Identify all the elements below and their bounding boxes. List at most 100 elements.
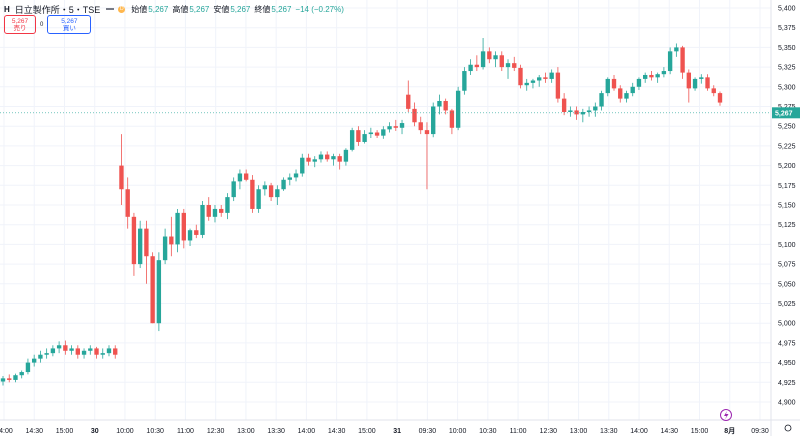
x-tick-label: 12:30 [540,428,558,435]
candle-body [399,123,405,128]
lightning-bolt-icon [724,411,729,420]
x-tick-label: 09:30 [419,428,437,435]
candle-body [75,348,80,355]
candle-body [212,208,218,217]
candle-body [169,236,174,245]
open-value: 5,267 [148,4,169,14]
candle-body [318,154,324,160]
x-tick-label: 10:30 [479,428,497,435]
candle-body [200,205,205,235]
candle-body [443,100,448,111]
candle-body [362,134,367,142]
candle-body [56,345,62,349]
y-tick-label: 5,100 [778,242,796,249]
spread-value: 0 [40,21,44,28]
candle-body [692,78,698,89]
x-tick-label: 30 [91,428,99,435]
x-tick-label: 10:00 [116,428,134,435]
candle-body [337,156,342,162]
candle-body [219,208,224,213]
candle-body [487,51,492,60]
candle-body [69,348,74,351]
y-tick-label: 5,250 [778,124,796,131]
candle-body [88,348,93,351]
sell-button[interactable]: 5,267 売り [4,15,36,34]
change-value: −14 (−0.27%) [295,4,344,14]
y-tick-label: 4,900 [778,400,796,407]
y-tick-label: 5,025 [778,301,796,308]
candle-body [150,256,155,324]
candle-body [262,185,268,190]
candle-body [518,67,523,86]
candle-body [574,110,579,115]
candle-body [194,230,199,235]
candle-body [256,189,261,209]
y-tick-label: 4,950 [778,360,796,367]
candle-body [474,64,480,68]
x-tick-label: 14:00 [0,428,13,435]
candle-body [418,122,423,131]
candle-body [512,63,517,68]
candle-body [237,173,243,182]
y-tick-label: 5,075 [778,262,796,269]
candle-body [624,93,629,99]
candle-body [599,93,604,107]
candle-body [131,216,137,265]
x-tick-label: 13:00 [570,428,588,435]
candle-body [661,71,667,75]
candle-body [561,98,567,113]
last-price-label: 5,267 [775,110,793,117]
y-tick-label: 5,125 [778,222,796,229]
candle-body [181,212,186,241]
candle-body [250,179,255,209]
buy-button[interactable]: 5,267 買い [47,15,92,34]
x-tick-label: 12:30 [207,428,225,435]
x-tick-label: 13:30 [600,428,618,435]
candle-body [206,205,211,217]
candle-body [611,78,617,89]
symbol-logo: H [4,4,10,14]
candle-body [412,108,417,123]
candle-body [462,71,467,91]
candle-body [431,106,436,135]
x-tick-label: 10:30 [146,428,164,435]
candle-body [368,132,374,135]
candle-body [643,74,648,79]
candle-body [81,350,87,355]
candle-body [50,348,56,354]
y-tick-label: 5,175 [778,183,796,190]
candle-body [499,55,504,68]
y-tick-label: 5,375 [778,25,796,32]
candle-body [555,72,561,99]
candle-body [113,348,118,355]
y-tick-label: 5,350 [778,45,796,52]
x-tick-label: 8月 [724,427,735,435]
candle-body [549,72,554,79]
candle-body [343,149,349,162]
collapse-icon[interactable] [106,8,115,10]
candle-body [374,132,380,136]
candle-body [406,94,411,109]
last-price-badge [772,107,800,119]
symbol-title[interactable]: 日立製作所・5・TSE [14,4,101,15]
candle-body [655,74,660,78]
candle-body [381,129,386,136]
x-tick-label: 14:30 [25,428,43,435]
y-tick-label: 5,300 [778,84,796,91]
x-tick-label: 14:30 [661,428,679,435]
trade-buttons: 5,267 売り 0 5,267 買い [4,15,92,34]
x-tick-label: 15:00 [358,428,376,435]
candle-body [187,230,193,241]
y-tick-label: 5,325 [778,65,796,72]
close-label: 終値 [254,4,271,14]
candle-body [243,173,249,180]
candle-body [537,77,542,81]
candle-body [674,47,679,52]
x-tick-label: 15:00 [56,428,74,435]
x-tick-label: 14:00 [630,428,648,435]
candle-body [144,228,149,257]
candle-body [699,77,704,79]
candle-body [38,354,43,359]
candle-body [156,260,162,324]
